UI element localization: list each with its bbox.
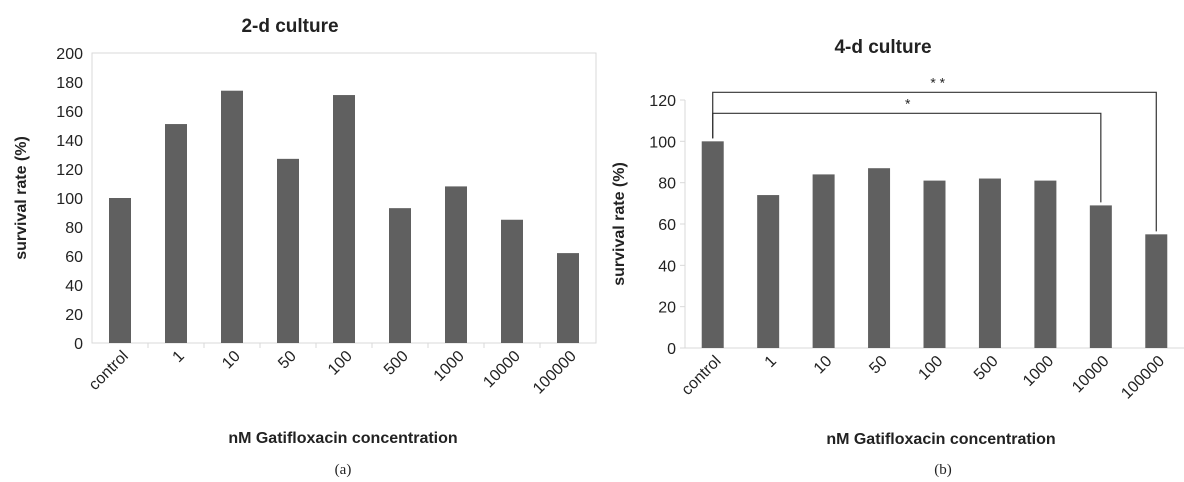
y-tick-label: 40 xyxy=(658,258,676,275)
chart-panel-a: 2-d culture survival rate (%) nM Gatiflo… xyxy=(13,16,597,478)
chart-title: 2-d culture xyxy=(241,16,338,37)
x-tick-label: 10000 xyxy=(1069,353,1113,397)
bar-1000 xyxy=(445,186,467,343)
chart-panel-b: 4-d culture survival rate (%) nM Gatiflo… xyxy=(611,37,1184,478)
bar-1000 xyxy=(1034,180,1057,348)
y-tick-label: 80 xyxy=(65,220,83,237)
x-tick-label: 1 xyxy=(762,353,780,371)
y-tick-label: 60 xyxy=(65,249,83,266)
y-axis-label: survival rate (%) xyxy=(611,162,628,286)
bar-10 xyxy=(221,90,243,343)
x-tick-label: 100 xyxy=(325,348,356,379)
bar-100000 xyxy=(1145,234,1168,348)
panel-caption: (a) xyxy=(335,462,352,478)
y-tick-label: 0 xyxy=(74,336,83,353)
x-tick-label: 100000 xyxy=(530,348,580,398)
significance-label: * * xyxy=(930,74,945,90)
significance-label: * xyxy=(905,95,911,111)
bar-100 xyxy=(333,95,355,343)
y-tick-label: 180 xyxy=(56,75,83,92)
plot-area: 0 20 40 60 80 100 120 140 160 180 200 control 1 10 50 1… xyxy=(56,46,597,398)
x-tick-label: 1 xyxy=(170,348,188,366)
x-tick-label: control xyxy=(679,353,725,399)
bar-control xyxy=(109,198,131,343)
y-tick-label: 160 xyxy=(56,104,83,121)
panel-caption: (b) xyxy=(934,462,952,478)
y-tick-label: 80 xyxy=(658,176,676,193)
x-tick-label: 500 xyxy=(971,353,1002,384)
x-tick-label: 100000 xyxy=(1118,353,1168,403)
y-tick-label: 120 xyxy=(56,162,83,179)
bar-500 xyxy=(978,178,1001,348)
bar-100 xyxy=(923,180,946,348)
chart-title: 4-d culture xyxy=(834,37,931,58)
x-tick-label: 10 xyxy=(811,353,836,378)
bar-10000 xyxy=(1089,205,1112,348)
x-axis-label: nM Gatifloxacin concentration xyxy=(826,431,1055,448)
x-tick-label: 1000 xyxy=(1020,353,1057,390)
y-tick-label: 60 xyxy=(658,217,676,234)
x-tick-label: control xyxy=(86,348,132,394)
y-tick-label: 100 xyxy=(56,191,83,208)
y-axis-label: survival rate (%) xyxy=(13,136,30,260)
x-axis-label: nM Gatifloxacin concentration xyxy=(228,430,457,447)
y-tick-label: 20 xyxy=(65,307,83,324)
x-tick-label: 10000 xyxy=(480,348,524,392)
bar-control xyxy=(701,141,724,348)
x-tick-label: 1000 xyxy=(431,348,468,385)
y-tick-label: 0 xyxy=(667,341,676,358)
bar-10000 xyxy=(501,219,523,343)
x-tick-label: 10 xyxy=(219,348,244,373)
x-tick-label: 500 xyxy=(381,348,412,379)
x-tick-label: 50 xyxy=(275,348,300,373)
y-tick-label: 140 xyxy=(56,133,83,150)
bar-100000 xyxy=(557,253,579,343)
bar-50 xyxy=(277,158,299,343)
bar-1 xyxy=(165,124,187,343)
y-tick-label: 40 xyxy=(65,278,83,295)
x-tick-label: 100 xyxy=(915,353,946,384)
bar-1 xyxy=(757,195,780,348)
bar-50 xyxy=(868,168,891,348)
y-tick-label: 20 xyxy=(658,300,676,317)
plot-area: 0 20 40 60 80 100 120 control 1 10 50 100 500 1000 100… xyxy=(649,74,1184,403)
y-tick-label: 200 xyxy=(56,46,83,63)
y-tick-label: 100 xyxy=(649,134,676,151)
bar-500 xyxy=(389,208,411,343)
significance-bracket xyxy=(712,91,1157,232)
x-tick-label: 50 xyxy=(866,353,891,378)
y-tick-label: 120 xyxy=(649,93,676,110)
bar-10 xyxy=(812,174,835,348)
